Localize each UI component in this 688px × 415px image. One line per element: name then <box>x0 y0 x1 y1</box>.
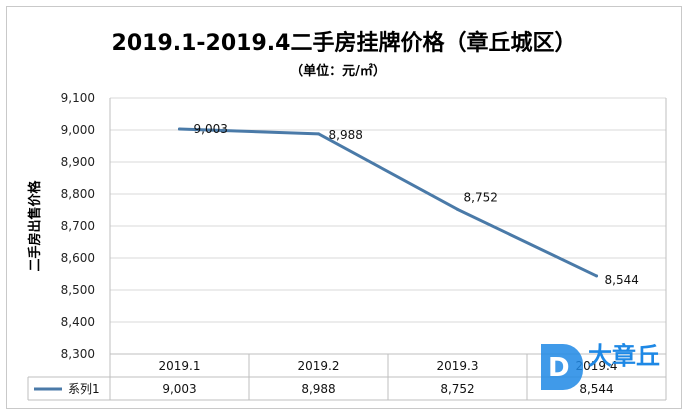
data-label: 8,988 <box>329 128 363 142</box>
x-tick-label: 2019.2 <box>298 359 340 373</box>
y-axis-label: 二手房出售价格 <box>27 180 43 272</box>
y-tick-labels: 8,300 8,400 8,500 8,600 8,700 8,800 8,900 9,000… <box>61 91 95 361</box>
y-tick-label: 8,900 <box>61 155 95 169</box>
data-point <box>456 207 459 211</box>
table-value: 8,988 <box>301 382 335 396</box>
chart-title: 2019.1-2019.4二手房挂牌价格（章丘城区） <box>112 30 577 56</box>
watermark-text: 大章丘 <box>588 342 660 370</box>
y-tick-label: 9,000 <box>61 123 95 137</box>
watermark-badge-icon <box>541 344 583 390</box>
data-point <box>317 132 320 136</box>
table-value: 8,544 <box>579 382 613 396</box>
legend-series-name: 系列1 <box>68 382 100 396</box>
y-tick-label: 8,500 <box>61 283 95 297</box>
data-labels: 9,003 8,988 8,752 8,544 <box>194 122 639 287</box>
y-tick-label: 8,600 <box>61 251 95 265</box>
watermark: D 大章丘 <box>541 342 660 390</box>
watermark-badge-letter: D <box>548 353 570 383</box>
x-tick-label: 2019.3 <box>437 359 479 373</box>
series-line <box>178 127 598 278</box>
data-point <box>595 274 598 278</box>
data-point <box>178 127 181 131</box>
x-tick-label: 2019.1 <box>159 359 201 373</box>
data-label: 9,003 <box>194 122 228 136</box>
y-tick-label: 8,400 <box>61 315 95 329</box>
y-tick-label: 8,700 <box>61 219 95 233</box>
y-axis-label-group: 二手房出售价格 <box>27 180 43 272</box>
chart-subtitle: （单位：元/㎡） <box>290 63 386 79</box>
y-tick-label: 9,100 <box>61 91 95 105</box>
table-value: 8,752 <box>440 382 474 396</box>
x-tick-label: 2019.4 <box>576 359 618 373</box>
plot-area <box>178 127 598 278</box>
chart-frame <box>6 6 682 409</box>
table-value: 9,003 <box>162 382 196 396</box>
y-tick-label: 8,800 <box>61 187 95 201</box>
data-label: 8,752 <box>464 190 498 204</box>
y-tick-label: 8,300 <box>61 347 95 361</box>
data-label: 8,544 <box>605 273 639 287</box>
